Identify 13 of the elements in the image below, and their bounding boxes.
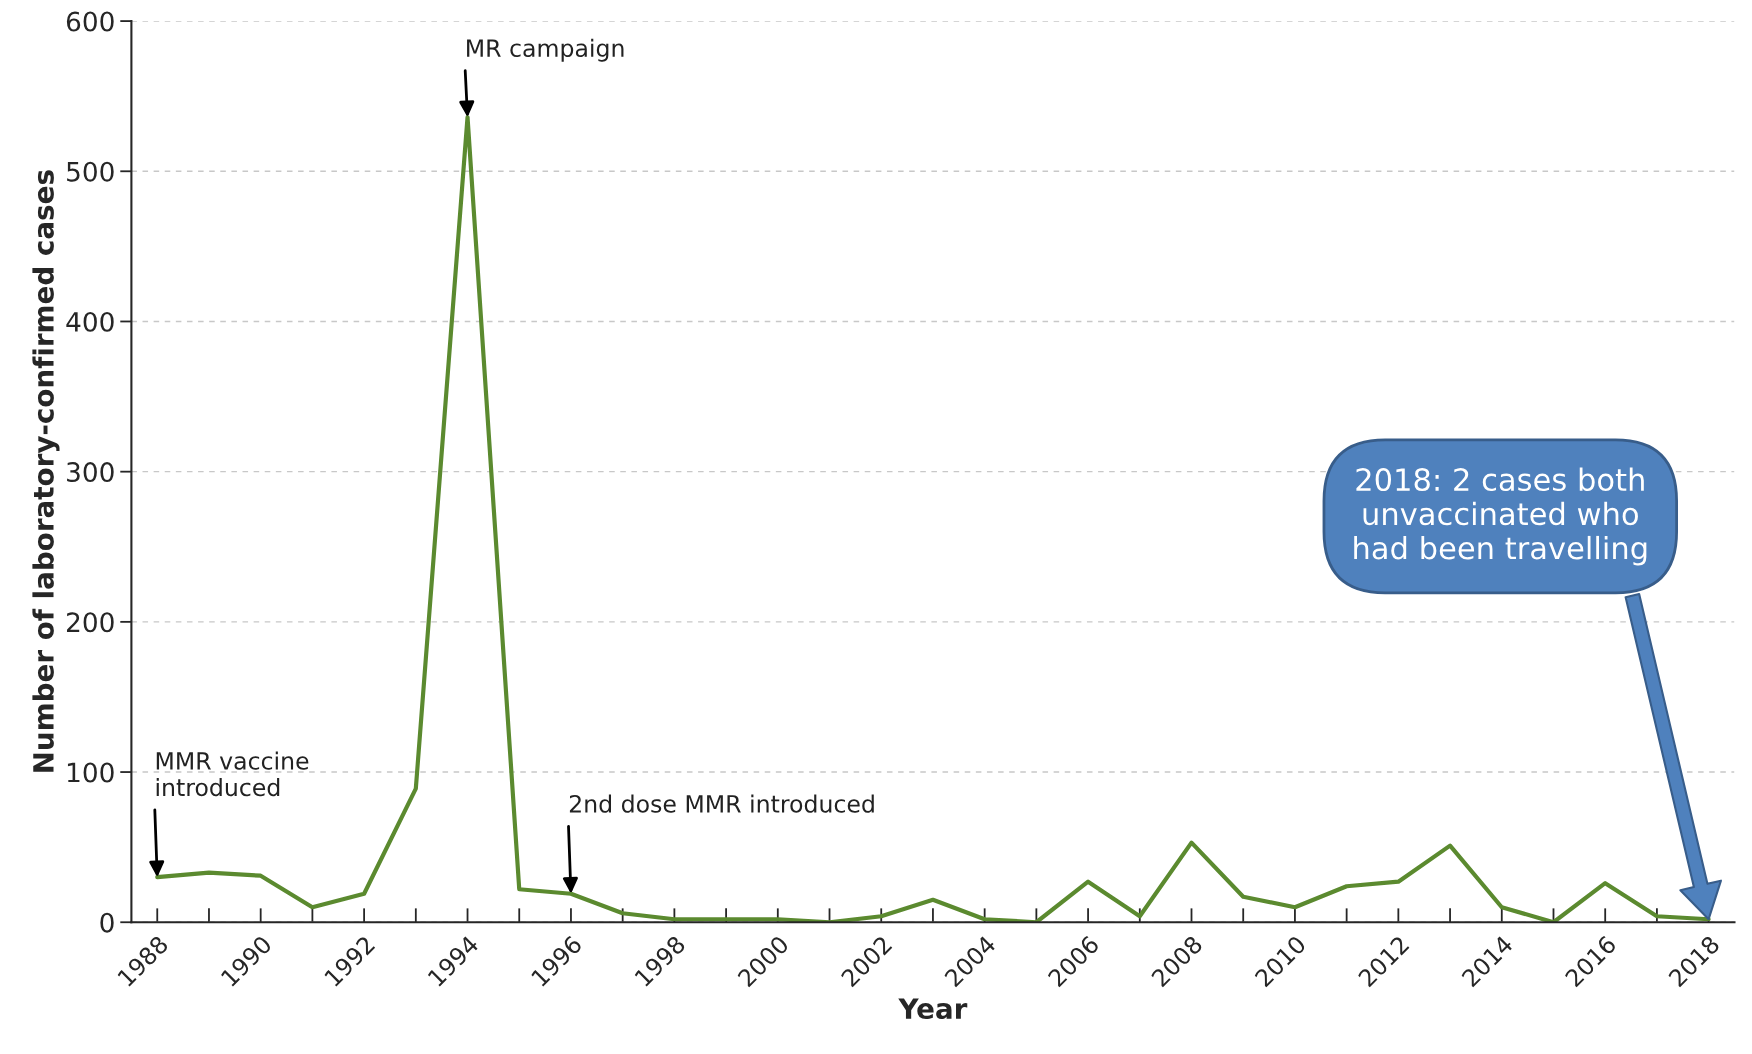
y-tick-label: 400 xyxy=(66,311,114,332)
y-tick-label: 600 xyxy=(66,11,114,32)
x-axis-title: Year xyxy=(898,998,968,1020)
y-tick-label: 100 xyxy=(67,762,114,783)
annotation: 2nd dose MMR introduced xyxy=(569,794,874,813)
annotation: MMR vaccine introduced xyxy=(156,751,309,797)
annotation: 2018: 2 cases both unvaccinated who had been travelling xyxy=(1354,467,1647,566)
y-tick-label: 500 xyxy=(67,161,114,182)
y-tick-label: 300 xyxy=(67,462,114,483)
y-tick-label: 0 xyxy=(100,912,114,933)
y-axis-title: Number of laboratory-confirmed cases xyxy=(32,170,60,772)
annotation: MR campaign xyxy=(467,38,624,62)
y-tick-label: 200 xyxy=(66,612,114,633)
